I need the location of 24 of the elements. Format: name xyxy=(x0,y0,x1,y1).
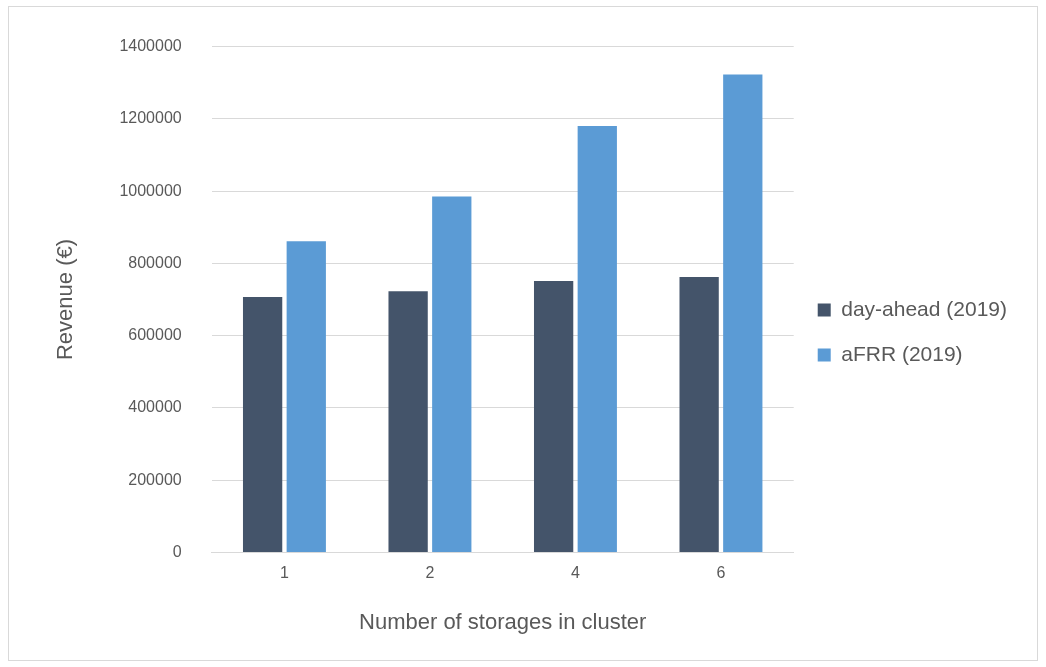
y-tick-label: 800000 xyxy=(128,253,182,271)
x-tick-label: 2 xyxy=(425,564,435,582)
legend-label: day-ahead (2019) xyxy=(841,296,1008,320)
bar xyxy=(533,281,574,552)
x-tick-label: 4 xyxy=(571,564,580,582)
y-tick-label: 400000 xyxy=(128,398,182,416)
y-tick-label: 600000 xyxy=(128,326,182,344)
bar xyxy=(723,74,763,552)
x-tick-label: 6 xyxy=(716,564,726,582)
bar xyxy=(679,277,719,552)
y-tick-label: 200000 xyxy=(128,470,182,488)
y-tick-label: 1200000 xyxy=(119,109,182,127)
bar xyxy=(242,296,283,552)
bar xyxy=(577,126,617,552)
y-tick-label: 1400000 xyxy=(119,37,182,55)
x-axis-title: Number of storages in cluster xyxy=(359,608,647,634)
bar xyxy=(388,291,428,552)
y-axis-title: Revenue (€) xyxy=(52,238,78,361)
x-tick-label: 1 xyxy=(279,564,289,582)
bar xyxy=(432,196,472,552)
legend-label: aFRR (2019) xyxy=(841,341,963,365)
bar xyxy=(286,241,326,552)
y-tick-label: 1000000 xyxy=(119,181,182,199)
y-tick-label: 0 xyxy=(172,542,182,560)
